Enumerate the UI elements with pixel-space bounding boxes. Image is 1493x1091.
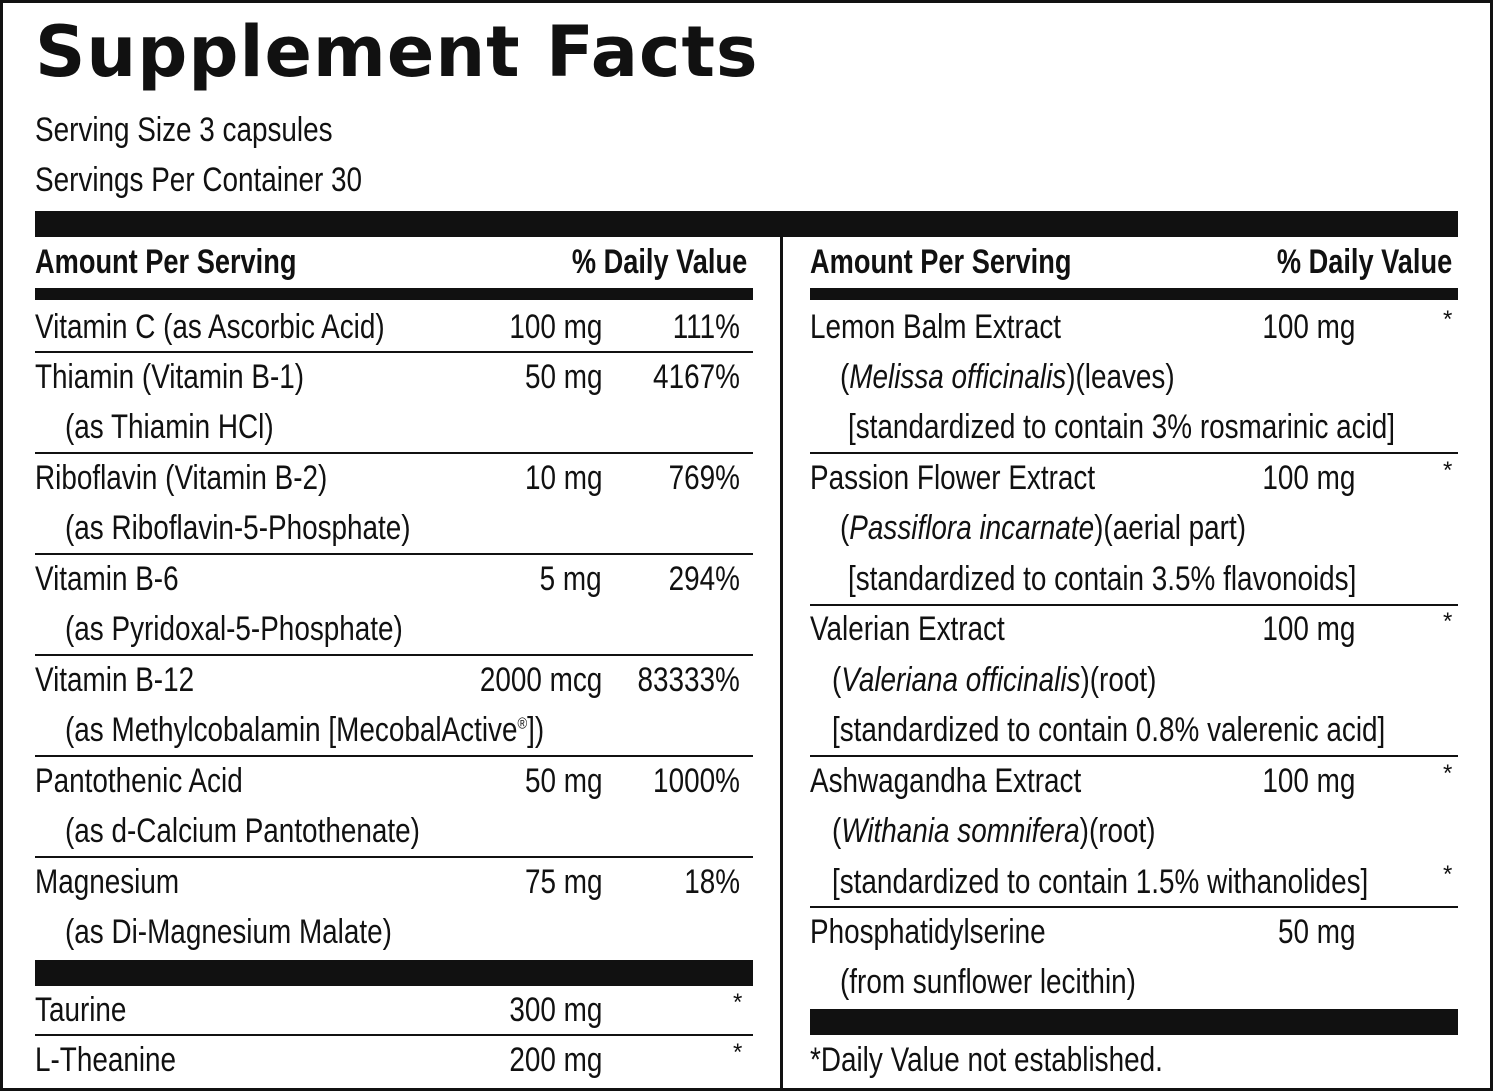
row-divider xyxy=(810,604,1458,606)
riboflavin-name: Riboflavin (Vitamin B-2) xyxy=(35,459,328,497)
passion-flower-dv: * xyxy=(1443,457,1453,484)
pantothenic-dv: 1000% xyxy=(653,762,740,800)
valerian-standardization: [standardized to contain 0.8% valerenic … xyxy=(832,711,1386,749)
phosphatidylserine-amount: 50 mg xyxy=(1277,913,1355,951)
lemon-balm-amount: 100 mg xyxy=(1262,308,1355,346)
vitamin-c-amount: 100 mg xyxy=(509,308,602,346)
left-dv-header: % Daily Value xyxy=(571,243,747,281)
vitamin-b6-amount: 5 mg xyxy=(540,560,602,598)
taurine-name: Taurine xyxy=(35,991,127,1029)
thiamin-amount: 50 mg xyxy=(524,358,602,396)
vitamin-b12-amount: 2000 mcg xyxy=(479,661,602,699)
thiamin-dv: 4167% xyxy=(653,358,740,396)
magnesium-name: Magnesium xyxy=(35,863,180,901)
vitamin-b6-dv: 294% xyxy=(668,560,740,598)
passion-flower-source: (Passiflora incarnate)(aerial part) xyxy=(840,509,1246,547)
passion-flower-amount: 100 mg xyxy=(1262,459,1355,497)
row-divider xyxy=(35,1034,753,1036)
vitamin-b12-dv: 83333% xyxy=(637,661,740,699)
row-divider xyxy=(35,856,753,858)
lemon-balm-name: Lemon Balm Extract xyxy=(810,308,1062,346)
theanine-amount: 200 mg xyxy=(509,1041,602,1079)
row-divider xyxy=(35,553,753,555)
riboflavin-dv: 769% xyxy=(668,459,740,497)
valerian-amount: 100 mg xyxy=(1262,610,1355,648)
passion-flower-standardization: [standardized to contain 3.5% flavonoids… xyxy=(848,560,1357,598)
valerian-name: Valerian Extract xyxy=(810,610,1005,648)
row-divider xyxy=(810,452,1458,454)
page-title: Supplement Facts xyxy=(35,11,759,93)
vitamin-b12-source: (as Methylcobalamin [MecobalActive®]) xyxy=(65,711,545,749)
thiamin-name: Thiamin (Vitamin B-1) xyxy=(35,358,305,396)
valerian-source: (Valeriana officinalis)(root) xyxy=(832,661,1157,699)
registered-mark: ® xyxy=(517,715,528,733)
pantothenic-source: (as d-Calcium Pantothenate) xyxy=(65,812,420,850)
row-divider xyxy=(35,452,753,454)
taurine-dv: * xyxy=(733,989,743,1016)
ashwagandha-std-dv: * xyxy=(1443,861,1453,888)
phosphatidylserine-source: (from sunflower lecithin) xyxy=(840,963,1136,1001)
ashwagandha-amount: 100 mg xyxy=(1262,762,1355,800)
ashwagandha-name: Ashwagandha Extract xyxy=(810,762,1082,800)
row-divider xyxy=(35,351,753,353)
left-thick-divider xyxy=(35,960,753,986)
row-divider xyxy=(35,654,753,656)
riboflavin-source: (as Riboflavin-5-Phosphate) xyxy=(65,509,411,547)
phosphatidylserine-name: Phosphatidylserine xyxy=(810,913,1046,951)
row-divider xyxy=(810,906,1458,908)
left-amount-header: Amount Per Serving xyxy=(35,243,297,281)
serving-size: Serving Size 3 capsules xyxy=(35,111,333,149)
thiamin-source: (as Thiamin HCl) xyxy=(65,408,274,446)
lemon-balm-standardization: [standardized to contain 3% rosmarinic a… xyxy=(848,408,1396,446)
vitamin-b12-name: Vitamin B-12 xyxy=(35,661,195,699)
magnesium-dv: 18% xyxy=(684,863,740,901)
vitamin-c-dv: 111% xyxy=(672,308,740,346)
thick-divider-top xyxy=(35,211,1458,237)
lemon-balm-dv: * xyxy=(1443,306,1453,333)
ashwagandha-source: (Withania somnifera)(root) xyxy=(832,812,1156,850)
riboflavin-amount: 10 mg xyxy=(524,459,602,497)
vitamin-b6-name: Vitamin B-6 xyxy=(35,560,179,598)
footnote: *Daily Value not established. xyxy=(810,1041,1163,1079)
servings-per-container: Servings Per Container 30 xyxy=(35,161,363,199)
taurine-amount: 300 mg xyxy=(509,991,602,1029)
pantothenic-amount: 50 mg xyxy=(524,762,602,800)
theanine-name: L-Theanine xyxy=(35,1041,177,1079)
passion-flower-name: Passion Flower Extract xyxy=(810,459,1096,497)
right-dv-header: % Daily Value xyxy=(1276,243,1452,281)
left-header-bar xyxy=(35,288,753,300)
magnesium-amount: 75 mg xyxy=(524,863,602,901)
right-header-bar xyxy=(810,288,1458,300)
column-divider xyxy=(780,237,783,1091)
lemon-balm-source: (Melissa officinalis)(leaves) xyxy=(840,358,1175,396)
vitamin-c-name: Vitamin C (as Ascorbic Acid) xyxy=(35,308,385,346)
row-divider xyxy=(810,755,1458,757)
ashwagandha-standardization: [standardized to contain 1.5% withanolid… xyxy=(832,863,1369,901)
valerian-dv: * xyxy=(1443,608,1453,635)
ashwagandha-dv: * xyxy=(1443,760,1453,787)
magnesium-source: (as Di-Magnesium Malate) xyxy=(65,913,392,951)
right-amount-header: Amount Per Serving xyxy=(810,243,1072,281)
row-divider xyxy=(35,755,753,757)
pantothenic-name: Pantothenic Acid xyxy=(35,762,243,800)
vitamin-b6-source: (as Pyridoxal-5-Phosphate) xyxy=(65,610,403,648)
right-thick-divider xyxy=(810,1009,1458,1035)
theanine-dv: * xyxy=(733,1039,743,1066)
